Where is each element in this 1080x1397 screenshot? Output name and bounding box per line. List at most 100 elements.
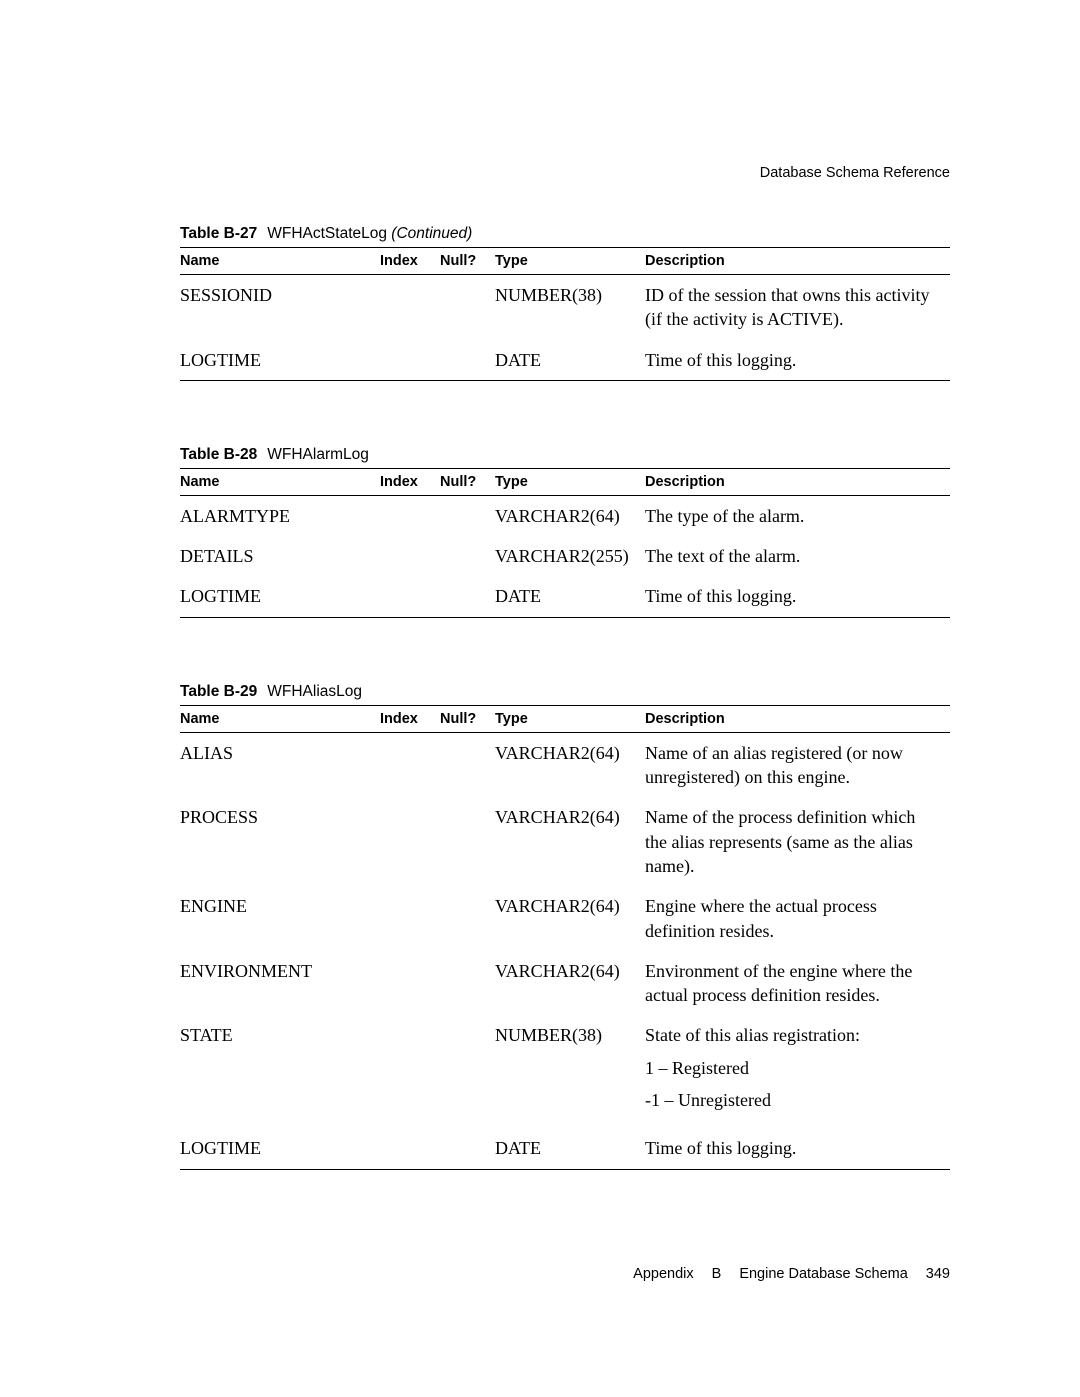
table-caption-title: WFHActStateLog [267,225,387,242]
cell-description: ID of the session that owns this activit… [645,275,950,340]
cell-type: VARCHAR2(64) [495,797,645,886]
table-caption: Table B-29 WFHAliasLog [180,683,950,705]
column-header-name: Name [180,248,380,275]
cell-type: NUMBER(38) [495,275,645,340]
column-header-index: Index [380,468,440,495]
column-header-name: Name [180,705,380,732]
cell-description: Time of this logging. [645,576,950,617]
table-row: ALARMTYPE VARCHAR2(64)The type of the ala… [180,495,950,536]
cell-name: ALARMTYPE [180,495,380,536]
table-row: SESSIONID NUMBER(38)ID of the session tha… [180,275,950,340]
table-row: ENGINEVARCHAR2(64)Engine where the actua… [180,886,950,951]
desc-line: State of this alias registration: [645,1023,938,1047]
table-row: LOGTIMEDATETime of this logging. [180,340,950,381]
cell-name: LOGTIME [180,1128,380,1169]
column-header-description: Description [645,248,950,275]
cell-null [440,495,495,536]
footer-page-number: 349 [926,1266,950,1282]
cell-description: State of this alias registration: 1 – Reg… [645,1015,950,1128]
table-caption-label: Table B-27 [180,225,257,242]
column-header-null: Null? [440,248,495,275]
cell-description: The text of the alarm. [645,536,950,576]
cell-null [440,340,495,381]
footer-appendix-letter: B [712,1266,722,1282]
cell-name: STATE [180,1015,380,1128]
cell-description: Name of the process definition which the… [645,797,950,886]
cell-name: PROCESS [180,797,380,886]
cell-index [380,1015,440,1128]
column-header-index: Index [380,248,440,275]
cell-description: Name of an alias registered (or now unre… [645,732,950,797]
table-row: LOGTIMEDATETime of this logging. [180,1128,950,1169]
cell-null [440,576,495,617]
column-header-name: Name [180,468,380,495]
cell-name: DETAILS [180,536,380,576]
cell-type: NUMBER(38) [495,1015,645,1128]
column-header-type: Type [495,705,645,732]
cell-index [380,340,440,381]
schema-table: NameIndexNull?TypeDescription SESSIONID NU… [180,247,950,381]
cell-null [440,951,495,1016]
table-caption-title: WFHAlarmLog [267,446,369,463]
column-header-null: Null? [440,705,495,732]
cell-name: LOGTIME [180,576,380,617]
column-header-type: Type [495,248,645,275]
table-row: ENVIRONMENT VARCHAR2(64)Environment of th… [180,951,950,1016]
cell-index [380,797,440,886]
header-section: Database Schema Reference [760,165,950,181]
cell-null [440,1015,495,1128]
cell-type: VARCHAR2(64) [495,951,645,1016]
cell-index [380,732,440,797]
desc-line: -1 – Unregistered [645,1088,938,1112]
schema-table: NameIndexNull?TypeDescriptionALARMTYPEVA… [180,468,950,618]
cell-type: DATE [495,1128,645,1169]
table-caption-label: Table B-29 [180,683,257,700]
column-header-index: Index [380,705,440,732]
table-block: Table B-29WFHAliasLogNameIndexNull?TypeD… [180,683,950,1170]
table-row: ALIAS VARCHAR2(64)Name of an alias regist… [180,732,950,797]
cell-index [380,886,440,951]
cell-name: ENGINE [180,886,380,951]
cell-null [440,275,495,340]
cell-null [440,536,495,576]
cell-description: Time of this logging. [645,340,950,381]
page: Database Schema Reference Table B-27 WFHA… [0,0,1080,1397]
table-row: STATE NUMBER(38)State of this alias regis… [180,1015,950,1128]
cell-type: VARCHAR2(64) [495,495,645,536]
table-row: PROCESS VARCHAR2(64)Name of the process d… [180,797,950,886]
cell-index [380,576,440,617]
cell-null [440,797,495,886]
cell-name: LOGTIME [180,340,380,381]
table-row: DETAILS VARCHAR2(255)The text of the alar… [180,536,950,576]
table-block: Table B-27 WFHActStateLog (Continued) Name… [180,225,950,381]
cell-name: SESSIONID [180,275,380,340]
cell-null [440,886,495,951]
table-caption: Table B-27 WFHActStateLog (Continued) [180,225,950,247]
table-caption-continued: (Continued) [387,225,472,242]
table-caption-label: Table B-28 [180,446,257,463]
column-header-description: Description [645,705,950,732]
table-row: LOGTIME DATETime of this logging. [180,576,950,617]
cell-name: ALIAS [180,732,380,797]
footer-appendix-label: Appendix [633,1266,693,1282]
cell-index [380,495,440,536]
cell-type: DATE [495,576,645,617]
cell-null [440,1128,495,1169]
cell-description: The type of the alarm. [645,495,950,536]
cell-type: VARCHAR2(255) [495,536,645,576]
cell-index [380,536,440,576]
table-caption: Table B-28 WFHAlarmLog [180,446,950,468]
column-header-type: Type [495,468,645,495]
tables-container: Table B-27 WFHActStateLog (Continued) Name… [180,225,950,1170]
column-header-description: Description [645,468,950,495]
cell-index [380,1128,440,1169]
table-caption-title: WFHAliasLog [267,683,362,700]
cell-type: VARCHAR2(64) [495,886,645,951]
desc-line: 1 – Registered [645,1056,938,1080]
page-footer: Appendix B Engine Database Schema 349 [633,1266,950,1282]
footer-chapter-title: Engine Database Schema [739,1266,907,1282]
cell-description: Environment of the engine where the actu… [645,951,950,1016]
cell-name: ENVIRONMENT [180,951,380,1016]
cell-type: VARCHAR2(64) [495,732,645,797]
cell-index [380,275,440,340]
